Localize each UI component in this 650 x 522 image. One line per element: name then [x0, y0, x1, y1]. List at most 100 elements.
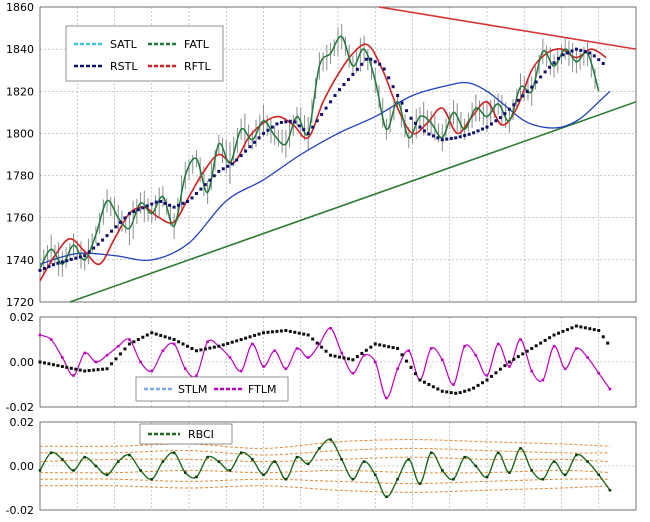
rstl-point	[69, 257, 73, 261]
rstl-point	[530, 85, 534, 89]
rstl-point	[579, 48, 583, 52]
stlm-point	[427, 383, 431, 386]
ftlm-point	[508, 365, 511, 368]
stlm-point	[364, 348, 368, 352]
stlm-point	[226, 342, 230, 346]
stlm-point	[288, 329, 292, 333]
rbci-point	[49, 451, 53, 455]
rstl-point	[431, 134, 435, 138]
rbci-point	[206, 455, 209, 459]
rbci-point	[608, 488, 612, 492]
stlm-point	[329, 353, 333, 357]
legend-label-rstl: RSTL	[110, 60, 138, 73]
stlm-point	[503, 364, 507, 368]
y-tick-label: -0.02	[6, 504, 34, 517]
rstl-point	[498, 116, 502, 120]
rstl-point	[373, 60, 377, 64]
stlm-point	[592, 328, 596, 332]
stlm-point	[467, 388, 471, 392]
rstl-point	[154, 200, 158, 204]
rbci-point	[172, 451, 176, 455]
rstl-point	[275, 122, 279, 126]
rbci-point	[94, 464, 98, 468]
rbci-point	[396, 477, 399, 481]
stlm-point	[346, 357, 350, 361]
panel-frame	[39, 421, 637, 511]
stlm-point	[342, 356, 346, 360]
ftlm-point	[72, 374, 75, 377]
rbci-point	[306, 462, 310, 466]
y-tick-label: 1820	[6, 85, 34, 98]
rbci-point	[318, 447, 321, 450]
rstl-point	[168, 203, 172, 207]
rstl-point	[503, 112, 507, 116]
rbci-point	[262, 473, 265, 477]
rstl-point	[565, 51, 569, 55]
ftlm-point	[306, 356, 310, 359]
rstl-point	[47, 265, 51, 269]
rbci-point	[452, 477, 455, 481]
stlm-point	[257, 332, 261, 336]
series-ftlm-line	[39, 327, 611, 399]
stlm-point	[552, 333, 556, 337]
rstl-point	[194, 191, 198, 195]
ftlm-point	[563, 367, 567, 371]
rbci-point	[61, 458, 64, 461]
rstl-point	[574, 47, 578, 51]
stlm-point	[177, 340, 181, 344]
ftlm-point	[552, 344, 556, 348]
stlm-point	[458, 391, 462, 395]
stlm-point	[114, 357, 118, 361]
ftlm-point	[161, 349, 165, 353]
rstl-point	[136, 208, 140, 212]
ftlm-point	[262, 365, 265, 368]
ftlm-point	[183, 367, 187, 371]
stlm-point	[60, 365, 64, 368]
grid-panel-3: 0.02 0.00 -0.02	[6, 416, 637, 517]
stlm-point	[565, 328, 569, 332]
rstl-point	[190, 196, 194, 200]
rbci-point	[530, 469, 533, 472]
ftlm-point	[49, 338, 53, 341]
rbci-point	[273, 460, 276, 463]
stlm-point	[110, 362, 114, 366]
y-tick-label: 0.00	[10, 460, 35, 473]
rstl-point	[266, 128, 270, 132]
stlm-point	[440, 389, 444, 393]
ftlm-point	[474, 353, 478, 357]
rbci-point	[161, 460, 165, 463]
legend-box	[139, 423, 233, 445]
rstl-point	[105, 234, 109, 238]
stlm-point	[159, 333, 163, 337]
rstl-point	[436, 136, 440, 140]
rstl-point	[329, 100, 333, 104]
ftlm-point	[407, 349, 411, 353]
rstl-point	[346, 77, 350, 81]
ftlm-point	[385, 396, 388, 400]
rbci-point	[284, 477, 288, 481]
stlm-point	[570, 326, 574, 330]
rstl-point	[320, 112, 324, 116]
ftlm-point	[362, 353, 366, 357]
rbci-point	[38, 469, 42, 472]
rstl-point	[454, 136, 458, 140]
ftlm-point	[94, 360, 98, 364]
rbci-band-6	[39, 485, 610, 493]
legend-label-stlm: STLM	[178, 383, 207, 396]
rstl-point	[230, 162, 234, 166]
stlm-point	[561, 329, 565, 333]
stlm-point	[101, 367, 105, 371]
stlm-point	[51, 363, 55, 367]
stlm-point	[203, 347, 207, 351]
rbci-point	[362, 460, 366, 463]
rstl-point	[83, 254, 87, 258]
series-rbci-points	[38, 438, 612, 499]
ftlm-point	[496, 342, 500, 346]
rstl-point	[445, 137, 449, 141]
rstl-point	[387, 76, 391, 80]
ftlm-point	[206, 340, 209, 344]
grid-panel-2: 0.02 0.00 -0.02	[6, 311, 637, 414]
stlm-point	[306, 333, 310, 337]
stlm-point	[297, 331, 301, 335]
